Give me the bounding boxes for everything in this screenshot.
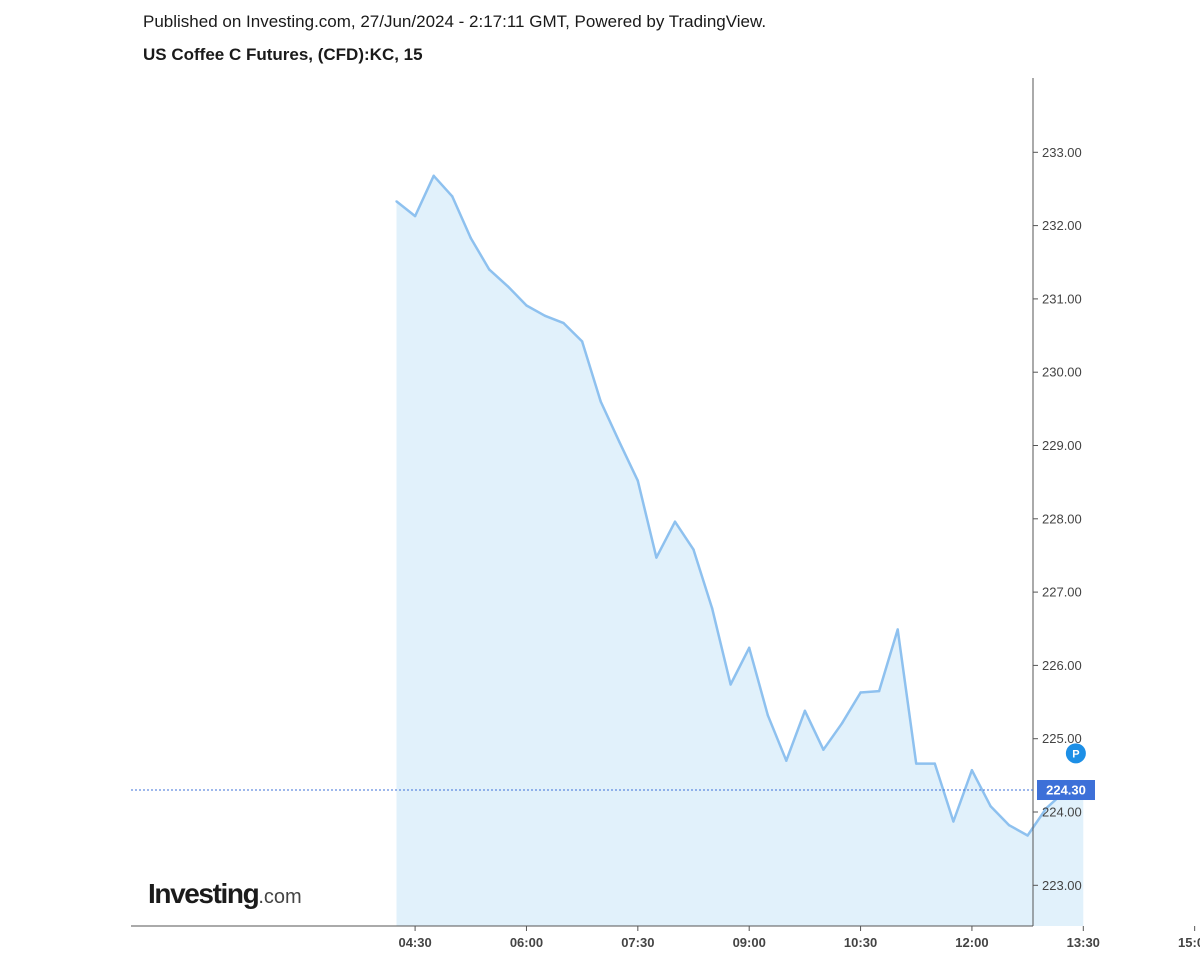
data-point <box>506 285 510 288</box>
data-point <box>599 400 602 403</box>
data-point <box>896 628 899 631</box>
data-point <box>877 689 881 693</box>
data-point <box>395 200 398 203</box>
data-point <box>915 762 918 765</box>
x-tick-label: 12:00 <box>955 935 988 950</box>
data-point <box>543 314 547 317</box>
data-point <box>710 607 714 610</box>
investing-logo: Investing.com <box>148 878 302 910</box>
event-marker-icon <box>1065 743 1086 764</box>
logo-suffix-text: .com <box>258 886 302 908</box>
data-point <box>1026 834 1029 837</box>
data-point <box>989 804 992 808</box>
x-tick-label: 06:00 <box>510 935 543 950</box>
data-point <box>451 195 454 198</box>
data-point <box>525 304 528 307</box>
price-line <box>395 174 1084 837</box>
axes-layer <box>131 78 1034 927</box>
x-tick-label: 04:30 <box>398 935 431 950</box>
ticks-layer: 223.00 224.00 225.00 226.00 227.00 228.00 229.… <box>398 145 1200 950</box>
data-point <box>729 683 732 686</box>
x-tick-label: 07:30 <box>621 935 654 950</box>
data-point <box>488 268 491 271</box>
data-point <box>469 236 472 240</box>
y-tick-label: 230.00 <box>1042 365 1082 380</box>
data-point <box>413 214 417 218</box>
last-price-label: 224.30 <box>1046 783 1086 798</box>
y-tick-label: 229.00 <box>1042 438 1082 453</box>
last-price-tag <box>1037 780 1095 801</box>
y-tick-label: 223.00 <box>1042 878 1082 893</box>
x-tick-label: 10:30 <box>844 935 877 950</box>
y-tick-label: 225.00 <box>1042 731 1082 746</box>
chart-title: US Coffee C Futures, (CFD):KC, 15 <box>143 45 423 64</box>
area-fill <box>396 175 1084 927</box>
data-point <box>1045 807 1048 810</box>
y-tick-label: 224.00 <box>1042 805 1082 820</box>
data-point <box>785 759 788 762</box>
event-marker-label: P <box>1072 748 1079 760</box>
y-tick-label: 233.00 <box>1042 145 1082 160</box>
y-tick-label: 226.00 <box>1042 658 1082 673</box>
x-tick-label: 09:00 <box>733 935 766 950</box>
line-layer <box>395 174 1085 837</box>
data-point <box>618 440 621 443</box>
y-tick-label: 228.00 <box>1042 511 1082 526</box>
data-point <box>859 691 862 694</box>
y-tick-label: 232.00 <box>1042 218 1082 233</box>
area-layer <box>396 175 1084 927</box>
data-point <box>803 709 807 712</box>
data-point <box>822 748 825 751</box>
x-tick-label: 13:30 <box>1067 935 1100 950</box>
data-point <box>748 646 751 649</box>
data-point <box>692 548 695 551</box>
data-point <box>655 556 658 559</box>
data-point <box>840 722 844 725</box>
y-tick-label: 227.00 <box>1042 585 1082 600</box>
data-point <box>933 762 936 765</box>
data-point <box>562 321 565 325</box>
data-point <box>432 174 435 177</box>
logo-main-text: Investing <box>148 878 260 909</box>
data-point <box>673 520 677 523</box>
data-point <box>766 714 769 717</box>
data-point <box>636 479 639 482</box>
y-tick-label: 231.00 <box>1042 291 1082 306</box>
data-point <box>580 340 584 343</box>
data-point <box>970 769 974 772</box>
data-point <box>952 820 955 823</box>
x-tick-label: 15:00 <box>1178 935 1200 950</box>
overlay-layer: 224.30 P <box>131 743 1095 801</box>
data-point <box>1007 824 1011 827</box>
published-line: Published on Investing.com, 27/Jun/2024 … <box>143 12 767 31</box>
